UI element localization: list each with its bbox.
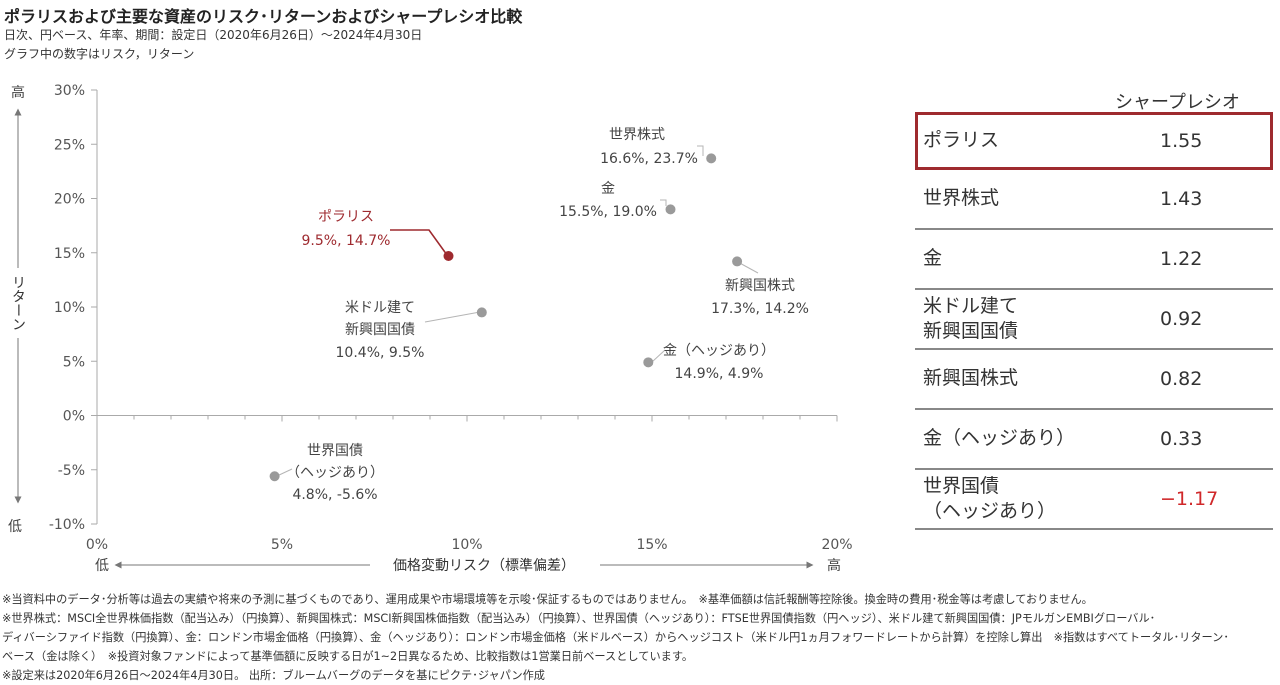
point-name-label: 世界国債 (307, 443, 363, 459)
sharpe-row-value: 1.55 (1160, 130, 1203, 152)
leader-line (276, 468, 293, 477)
sharpe-table-rows: ポラリス 1.55 世界株式 1.43 金 1.22 米ドル建て 新興国国債 0.92 新興国株… (915, 112, 1273, 530)
point-name-label: ポラリス (318, 209, 374, 225)
data-point (665, 204, 676, 215)
point-value-label: 17.3%, 14.2% (711, 301, 809, 317)
point-name-label: 世界株式 (609, 127, 665, 143)
sharpe-row: 世界株式 1.43 (915, 170, 1273, 230)
sharpe-row-name: 世界国債 （ヘッジあり） (923, 475, 1057, 522)
x-axis-title: 価格変動リスク（標準偏差） (393, 557, 575, 574)
leader-line (651, 349, 666, 363)
sharpe-row-value: 1.43 (1160, 188, 1203, 210)
y-tick-label: 10% (54, 300, 85, 316)
x-tick-label: 15% (636, 537, 667, 553)
y-high-label: 高 (11, 84, 25, 101)
x-tick-label: 20% (821, 537, 852, 553)
leader-line (390, 229, 448, 256)
y-tick-label: 30% (54, 83, 85, 99)
leader-line (424, 311, 481, 323)
risk-return-scatter-chart: -10% -5% 0% 5% 10% 15% 20% 25% 30% 0% 5% 10% 15% 20% 高… (8, 83, 853, 574)
y-axis-title-bg (9, 268, 27, 338)
y-tick-label: -10% (49, 517, 85, 533)
x-high-label: 高 (827, 557, 841, 574)
y-tick-label: -5% (58, 463, 85, 479)
sharpe-row-name: 米ドル建て 新興国国債 (923, 295, 1019, 342)
point-name-label: 新興国国債 (345, 322, 415, 338)
data-point (443, 251, 454, 262)
x-axis-title-bg (370, 556, 600, 574)
footnote-line: ※世界株式：MSCI全世界株価指数（配当込み）（円換算）、新興国株式：MSCI新… (2, 612, 1156, 625)
point-name-label: 米ドル建て (345, 300, 415, 316)
sharpe-row-name: ポラリス (923, 129, 1000, 151)
sharpe-row-name: 世界株式 (923, 187, 1000, 209)
leader-line (660, 199, 667, 206)
subtitle: 日次、円ベース、年率、期間：設定日（2020年6月26日）～2024年4月30日 (4, 28, 423, 42)
point-value-label: 16.6%, 23.7% (600, 151, 698, 167)
sharpe-row: 金（ヘッジあり） 0.33 (915, 410, 1273, 470)
point-name-label: 新興国株式 (725, 278, 795, 294)
footnote-line: ディバーシファイド指数（円換算）、金：ロンドン市場金価格（円換算）、金（ヘッジあ… (2, 631, 1229, 644)
data-point (643, 357, 654, 368)
point-value-label: 9.5%, 14.7% (302, 233, 391, 249)
x-tick-label: 5% (271, 537, 293, 553)
y-tick-label: 15% (54, 246, 85, 262)
y-tick-label: 25% (54, 137, 85, 153)
sharpe-row-value: 0.92 (1160, 308, 1203, 330)
point-name-label: （ヘッジあり） (286, 465, 384, 481)
point-value-label: 15.5%, 19.0% (559, 204, 657, 220)
sharpe-row-name: 新興国株式 (923, 367, 1019, 389)
sharpe-row-value: −1.17 (1160, 488, 1219, 510)
footnote-line: ※当資料中のデータ･分析等は過去の実績や将来の予測に基づくものであり、運用成果や… (2, 593, 1093, 606)
data-point (732, 256, 743, 267)
y-axis-title: リターン (10, 275, 26, 331)
data-point (706, 153, 717, 164)
leader-line (697, 145, 704, 156)
subtitle-note: グラフ中の数字はリスク，リターン (4, 47, 195, 61)
point-value-label: 14.9%, 4.9% (675, 366, 764, 382)
sharpe-row: 米ドル建て 新興国国債 0.92 (915, 290, 1273, 350)
y-tick-label: 5% (63, 354, 85, 370)
point-name-label: 金 (601, 181, 615, 197)
footnotes: ※当資料中のデータ･分析等は過去の実績や将来の予測に基づくものであり、運用成果や… (2, 590, 1278, 685)
x-tick-label: 10% (451, 537, 482, 553)
sharpe-row-name: 金 (923, 247, 943, 269)
y-tick-label: 0% (63, 409, 85, 425)
x-tick-label: 0% (86, 537, 108, 553)
sharpe-row-value: 0.33 (1160, 428, 1203, 450)
y-tick-label: 20% (54, 192, 85, 208)
sharpe-row-value: 0.82 (1160, 368, 1203, 390)
data-point (476, 307, 487, 318)
sharpe-ratio-table: シャープレシオ ポラリス 1.55 世界株式 1.43 金 1.22 米ドル建て 新興国国債… (915, 84, 1273, 530)
sharpe-row: 世界国債 （ヘッジあり） −1.17 (915, 470, 1273, 530)
x-low-label: 低 (95, 558, 109, 574)
sharpe-table-header-label: シャープレシオ (1115, 92, 1240, 113)
footnote-line: ※設定来は2020年6月26日～2024年4月30日。 出所：ブルームバーグのデ… (2, 669, 545, 682)
point-value-label: 4.8%, -5.6% (292, 487, 377, 503)
data-point (269, 471, 280, 482)
page-title: ポラリスおよび主要な資産のリスク･リターンおよびシャープレシオ比較 (4, 7, 523, 26)
sharpe-row: ポラリス 1.55 (915, 112, 1273, 170)
sharpe-row-value: 1.22 (1160, 248, 1203, 270)
point-value-label: 10.4%, 9.5% (336, 345, 425, 361)
point-name-label: 金（ヘッジあり） (663, 343, 775, 359)
sharpe-row: 新興国株式 0.82 (915, 350, 1273, 410)
sharpe-row: 金 1.22 (915, 230, 1273, 290)
footnote-line: ベース（金は除く） ※投資対象ファンドによって基準価額に反映する日が1~2日異な… (2, 650, 694, 663)
sharpe-table-header: シャープレシオ (915, 84, 1273, 113)
sharpe-row-name: 金（ヘッジあり） (923, 427, 1076, 449)
y-low-label: 低 (8, 519, 22, 535)
